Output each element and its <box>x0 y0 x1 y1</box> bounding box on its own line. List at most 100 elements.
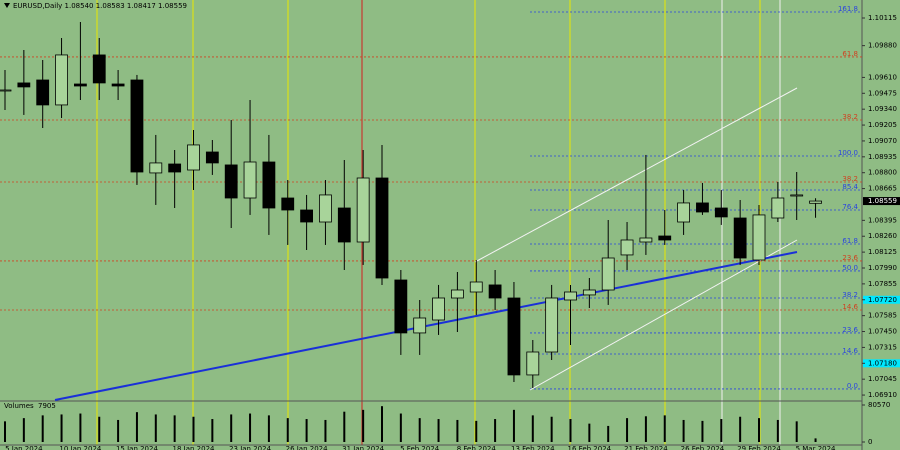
candle-body <box>375 177 389 279</box>
candle-body <box>262 161 276 209</box>
y-tick-label: 1.07855 <box>868 280 897 288</box>
candle-body <box>111 83 125 87</box>
y-tick-label: 1.08665 <box>868 185 897 193</box>
y-tick-label: 1.09070 <box>868 137 897 145</box>
y-tick-label: 1.08395 <box>868 216 897 224</box>
candle-body <box>809 200 822 204</box>
candle-body <box>74 83 87 87</box>
candle-body <box>752 214 766 261</box>
y2-tick-label: 80570 <box>868 401 890 409</box>
y-tick-label: 1.06910 <box>868 391 897 399</box>
x-tick-label: 29 Feb 2024 <box>737 445 781 450</box>
y-tick-label: 1.09340 <box>868 105 897 113</box>
candle-body <box>677 202 690 223</box>
y-tick-label: 1.07720 <box>868 296 897 304</box>
x-tick-label: 31 Jan 2024 <box>342 445 385 450</box>
fib-level-label: 61.8 <box>842 50 858 58</box>
y-tick-label: 1.09880 <box>868 42 897 50</box>
x-tick-label: 21 Feb 2024 <box>624 445 668 450</box>
candle-body <box>488 284 502 299</box>
y-tick-label: 1.07450 <box>868 328 897 336</box>
symbol-icon <box>4 3 10 8</box>
y-tick-label: 1.08800 <box>868 169 897 177</box>
candle-body <box>243 161 257 199</box>
y-tick-label: 1.07315 <box>868 343 897 351</box>
tick-highlight <box>863 359 900 368</box>
x-tick-label: 26 Jan 2024 <box>286 445 329 450</box>
y-tick-label: 1.07585 <box>868 312 897 320</box>
candle-body <box>205 151 219 164</box>
x-tick-label: 5 Mar 2024 <box>796 445 836 450</box>
y-tick-label: 1.10115 <box>868 14 897 22</box>
candle-body <box>168 163 182 173</box>
candle-body <box>413 317 427 334</box>
x-tick-label: 8 Feb 2024 <box>457 445 497 450</box>
fib-level-label: 0.0 <box>847 382 858 390</box>
candle-body <box>17 82 31 88</box>
y-tick-label: 1.09205 <box>868 121 897 129</box>
candle-body <box>564 291 577 301</box>
x-tick-label: 5 Jan 2024 <box>5 445 43 450</box>
fib-level-label: 23.6 <box>842 326 858 334</box>
fib-level-label: 14.6 <box>842 347 858 355</box>
candle-body <box>545 297 559 353</box>
fib-level-label: 161.8 <box>838 5 858 13</box>
candle-body <box>582 289 596 296</box>
candle-body <box>450 289 464 299</box>
candle-body <box>601 257 615 291</box>
fib-level-label: 85.4 <box>842 183 858 191</box>
volume-title: Volumes <box>4 402 34 410</box>
fib-level-label: 14.6 <box>842 303 858 311</box>
candle-body <box>526 351 540 376</box>
candle-body <box>281 197 295 211</box>
candle-body <box>432 297 445 321</box>
x-tick-label: 16 Feb 2024 <box>568 445 612 450</box>
candle-body <box>469 281 483 293</box>
fib-level-label: 38.2 <box>842 113 858 121</box>
x-tick-label: 15 Jan 2024 <box>116 445 159 450</box>
candle-body <box>92 54 106 84</box>
y-tick-label: 1.09610 <box>868 73 897 81</box>
last-price-box <box>863 197 900 206</box>
candle-body <box>639 237 653 243</box>
candle-body <box>620 239 634 256</box>
candle-body <box>187 144 200 171</box>
y-tick-label: 1.08935 <box>868 153 897 161</box>
candle-body <box>658 235 672 241</box>
candle-body <box>149 162 163 174</box>
fib-level-label: 38.2 <box>842 175 858 183</box>
last-price-label: 1.08559 <box>868 197 897 205</box>
candle-body <box>790 194 804 197</box>
x-tick-label: 10 Jan 2024 <box>59 445 102 450</box>
y-tick-label: 1.09475 <box>868 89 897 97</box>
fib-level-label: 50.0 <box>842 264 858 272</box>
y-tick-label: 1.08260 <box>868 232 897 240</box>
tick-highlight <box>863 295 900 304</box>
candle-body <box>507 297 521 376</box>
candle-body <box>733 217 747 259</box>
volume-last: 7905 <box>38 402 56 410</box>
candle-body <box>300 209 314 223</box>
candle-body <box>55 54 68 106</box>
candle-body <box>714 207 728 218</box>
fib-level-label: 76.4 <box>842 203 858 211</box>
candle-body <box>394 279 408 334</box>
y-tick-label: 1.07180 <box>868 359 897 367</box>
fib-level-label: 38.2 <box>842 291 858 299</box>
y-tick-label: 1.07990 <box>868 264 897 272</box>
fib-level-label: 100.0 <box>838 149 858 157</box>
chart-title: EURUSD,Daily 1.08540 1.08583 1.08417 1.0… <box>13 2 187 10</box>
x-tick-label: 5 Feb 2024 <box>400 445 440 450</box>
candle-body <box>696 202 709 213</box>
candle-body <box>130 79 144 173</box>
candle-body <box>0 89 12 92</box>
y-tick-label: 1.07045 <box>868 375 897 383</box>
candle-body <box>36 79 50 106</box>
candle-body <box>771 197 785 219</box>
candle-body <box>337 207 351 243</box>
x-tick-label: 23 Jan 2024 <box>229 445 272 450</box>
x-tick-label: 26 Feb 2024 <box>681 445 725 450</box>
fib-level-label: 61.8 <box>842 237 858 245</box>
candle-body <box>319 194 332 223</box>
